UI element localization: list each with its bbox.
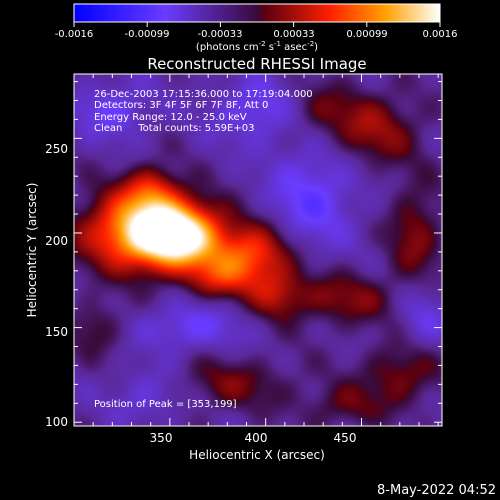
axis-ticks [73,74,442,426]
y-tick-label-100: 100 [45,415,68,429]
colorbar-tick-label-3: 0.00033 [273,29,314,40]
annotation-peak-position: Position of Peak = [353,199] [94,399,237,410]
x-tick-label-400: 400 [245,431,268,445]
annotation-time-range: 26-Dec-2003 17:15:36.000 to 17:19:04.000 [94,89,313,100]
colorbar-tick-label-4: 0.00099 [346,29,387,40]
colorbar-ticks [73,22,441,27]
colorbar-unit-label: (photons cm-2 s-1 asec-2) [196,40,318,53]
annotation-clean-counts: Clean Total counts: 5.59E+03 [94,123,254,134]
colorbar-tick-label-2: -0.00033 [198,29,243,40]
y-tick-label-150: 150 [45,325,68,339]
y-tick-label-250: 250 [45,142,68,156]
annotation-energy-range: Energy Range: 12.0 - 25.0 keV [94,112,247,123]
x-axis-label: Heliocentric X (arcsec) [189,448,325,462]
heatmap-image [74,74,442,426]
colorbar-tick-label-5: 0.0016 [423,29,458,40]
annotation-detectors: Detectors: 3F 4F 5F 6F 7F 8F, Att 0 [94,100,268,111]
chart-title: Reconstructed RHESSI Image [147,55,366,73]
plot-frame [73,73,443,427]
colorbar [73,3,441,23]
y-tick-label-200: 200 [45,234,68,248]
colorbar-tick-label-0: -0.0016 [55,29,94,40]
x-tick-label-450: 450 [334,431,357,445]
plot-date-stamp: 8-May-2022 04:52 [377,483,496,498]
colorbar-tick-label-1: -0.00099 [125,29,170,40]
y-axis-label: Heliocentric Y (arcsec) [25,183,39,318]
x-tick-label-350: 350 [150,431,173,445]
